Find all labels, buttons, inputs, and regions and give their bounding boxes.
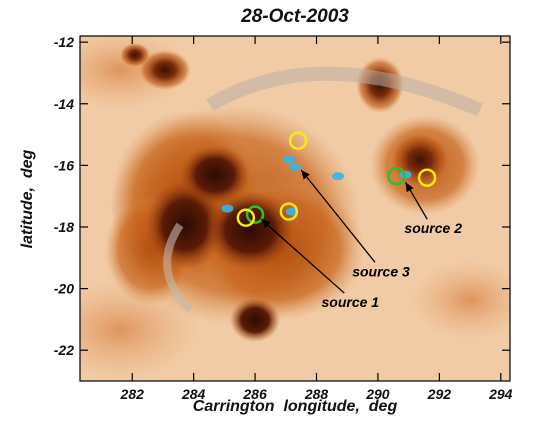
cyan-source-blob	[282, 155, 295, 164]
x-axis-ticks: 282 284 286 288 290 292 294	[120, 36, 513, 402]
cyan-source-blob	[332, 172, 344, 181]
chart-title: 28-Oct-2003	[241, 6, 349, 27]
y-tick-label: -14	[54, 96, 74, 112]
y-tick-label: -22	[54, 342, 74, 358]
x-tick-label: 294	[488, 386, 513, 402]
cyan-source-blob	[285, 207, 298, 216]
y-tick-label: -16	[54, 157, 74, 173]
annotation-label: source 2	[404, 220, 462, 236]
annotation-label: source 3	[352, 263, 410, 279]
y-axis-ticks: -12 -14 -16 -18 -20 -22	[54, 34, 510, 358]
cyan-source-blob	[399, 170, 412, 179]
x-tick-label: 286	[242, 386, 267, 402]
x-tick-label: 282	[120, 386, 145, 402]
y-tick-label: -18	[54, 219, 74, 235]
annotation-arrow	[300, 169, 376, 263]
cyan-source-blob	[289, 162, 301, 171]
x-axis-label: Carrington longitude, deg	[192, 398, 398, 415]
x-tick-label: 292	[427, 386, 452, 402]
annotation-arrow	[260, 218, 345, 294]
yellow-circle-marker	[417, 168, 437, 187]
plot-frame	[79, 35, 511, 382]
x-tick-label: 284	[181, 386, 206, 402]
yellow-circle-marker	[279, 202, 299, 221]
cyan-source-blob	[221, 204, 234, 213]
x-tick-label: 288	[304, 386, 329, 402]
marker-layer	[221, 131, 437, 227]
annotation-arrowhead	[405, 182, 414, 193]
yellow-circle-marker	[288, 131, 308, 150]
annotation-layer: source 2 source 3 source 1	[260, 169, 462, 310]
y-tick-label: -12	[54, 34, 74, 50]
annotation-label: source 1	[321, 294, 379, 310]
green-circle-marker	[387, 166, 406, 186]
y-tick-label: -20	[54, 281, 74, 297]
annotation-arrowhead	[261, 219, 271, 229]
yellow-circle-marker	[236, 208, 256, 227]
y-axis-label: latitude, deg	[19, 149, 36, 249]
x-tick-label: 290	[365, 386, 390, 402]
green-circle-marker	[245, 205, 265, 224]
annotation-arrowhead	[301, 169, 310, 180]
